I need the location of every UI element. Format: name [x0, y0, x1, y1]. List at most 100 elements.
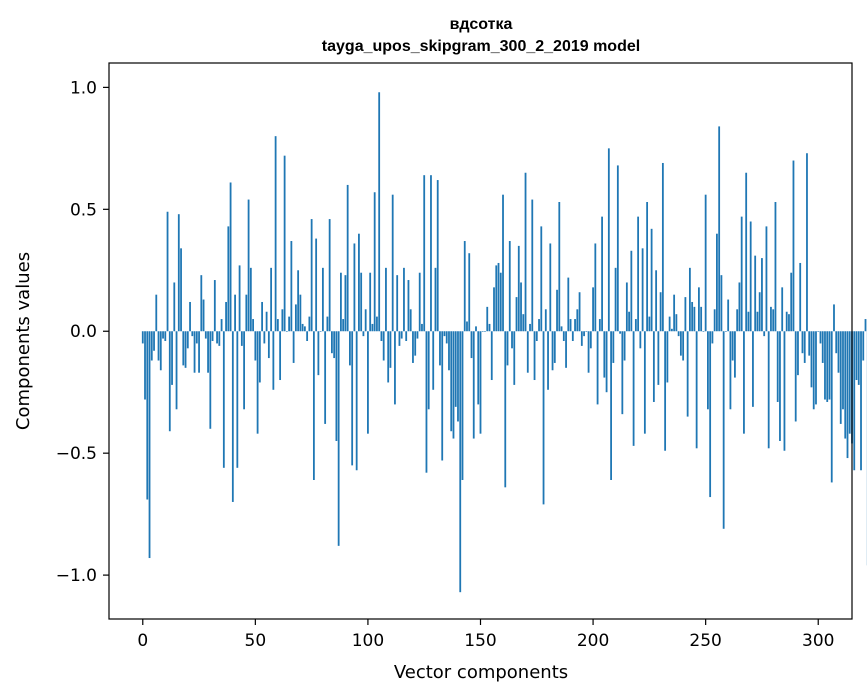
bar-105 [378, 92, 381, 332]
bar-120 [412, 331, 414, 363]
bar-50 [254, 331, 257, 361]
bar-301 [819, 331, 822, 344]
bar-109 [387, 331, 390, 383]
bar-30 [209, 331, 212, 429]
bar-79 [319, 331, 322, 332]
bar-3 [148, 331, 151, 559]
bar-70 [299, 294, 302, 332]
bar-235 [670, 328, 673, 332]
bar-205 [603, 331, 606, 378]
bar-68 [294, 304, 297, 332]
bar-154 [488, 323, 491, 332]
bar-312 [844, 331, 847, 439]
bar-21 [189, 301, 191, 332]
bar-91 [346, 184, 349, 332]
bar-4 [150, 331, 153, 361]
bar-98 [362, 331, 365, 337]
bar-260 [727, 299, 730, 332]
bar-306 [830, 331, 833, 483]
bar-179 [544, 309, 547, 332]
bar-254 [713, 309, 716, 332]
bar-225 [648, 316, 651, 332]
bar-32 [213, 280, 216, 332]
bar-202 [596, 331, 599, 405]
bar-280 [772, 309, 775, 332]
bar-107 [382, 331, 385, 361]
bar-279 [770, 306, 772, 332]
y-tick-label-2: 0.0 [70, 322, 97, 342]
bar-52 [258, 331, 261, 383]
bar-192 [574, 319, 576, 332]
bar-302 [821, 331, 824, 363]
bar-278 [767, 331, 770, 449]
bar-147 [472, 331, 475, 439]
y-tick-label-3: 0.5 [70, 200, 97, 220]
bar-256 [718, 126, 721, 332]
bar-100 [367, 331, 369, 434]
bar-293 [801, 331, 804, 354]
bar-112 [394, 331, 396, 405]
bar-23 [193, 331, 196, 373]
bar-87 [337, 331, 340, 546]
bar-195 [580, 331, 583, 346]
bar-83 [328, 219, 331, 332]
bar-221 [639, 331, 642, 349]
bar-142 [461, 331, 464, 480]
bar-60 [276, 319, 279, 332]
bar-241 [684, 297, 687, 332]
bar-126 [425, 331, 428, 473]
bar-219 [634, 319, 637, 332]
bar-113 [396, 275, 399, 332]
bar-42 [236, 331, 239, 468]
bar-2 [146, 331, 149, 500]
bar-248 [700, 306, 703, 332]
bar-74 [308, 316, 311, 332]
bar-190 [569, 319, 572, 332]
bar-49 [252, 319, 254, 332]
bar-234 [668, 316, 671, 332]
bar-169 [522, 314, 525, 332]
bar-267 [743, 331, 745, 434]
bar-203 [598, 319, 601, 332]
bar-44 [240, 331, 243, 346]
bar-35 [220, 319, 223, 332]
bar-37 [225, 301, 227, 332]
bar-28 [204, 331, 207, 339]
bar-127 [427, 331, 430, 410]
bar-1 [144, 331, 146, 400]
bar-43 [238, 265, 241, 332]
bar-38 [227, 226, 230, 332]
bar-131 [436, 180, 439, 332]
bar-212 [619, 331, 621, 334]
bar-136 [448, 331, 450, 371]
bar-123 [418, 272, 421, 332]
bar-93 [351, 331, 354, 466]
bar-11 [166, 211, 169, 332]
bar-84 [331, 331, 333, 354]
bar-134 [443, 331, 446, 337]
bar-180 [547, 331, 549, 390]
bar-55 [265, 311, 268, 332]
bar-67 [292, 331, 295, 363]
bar-172 [529, 323, 531, 332]
bar-171 [526, 331, 529, 373]
bar-26 [200, 275, 203, 332]
bar-78 [317, 331, 320, 376]
bar-237 [675, 314, 678, 332]
bar-196 [583, 331, 585, 337]
bar-102 [371, 323, 374, 332]
bar-318 [857, 331, 860, 385]
bar-230 [659, 292, 662, 332]
bar-54 [263, 331, 266, 344]
bar-188 [565, 331, 567, 368]
bar-246 [695, 331, 698, 449]
bar-141 [459, 331, 462, 593]
bar-289 [792, 160, 795, 332]
x-tick-label-150: 150 [464, 631, 496, 651]
bar-135 [445, 331, 448, 344]
bar-201 [594, 243, 597, 332]
bar-88 [340, 272, 342, 332]
bar-238 [677, 331, 680, 337]
bar-75 [310, 219, 313, 332]
